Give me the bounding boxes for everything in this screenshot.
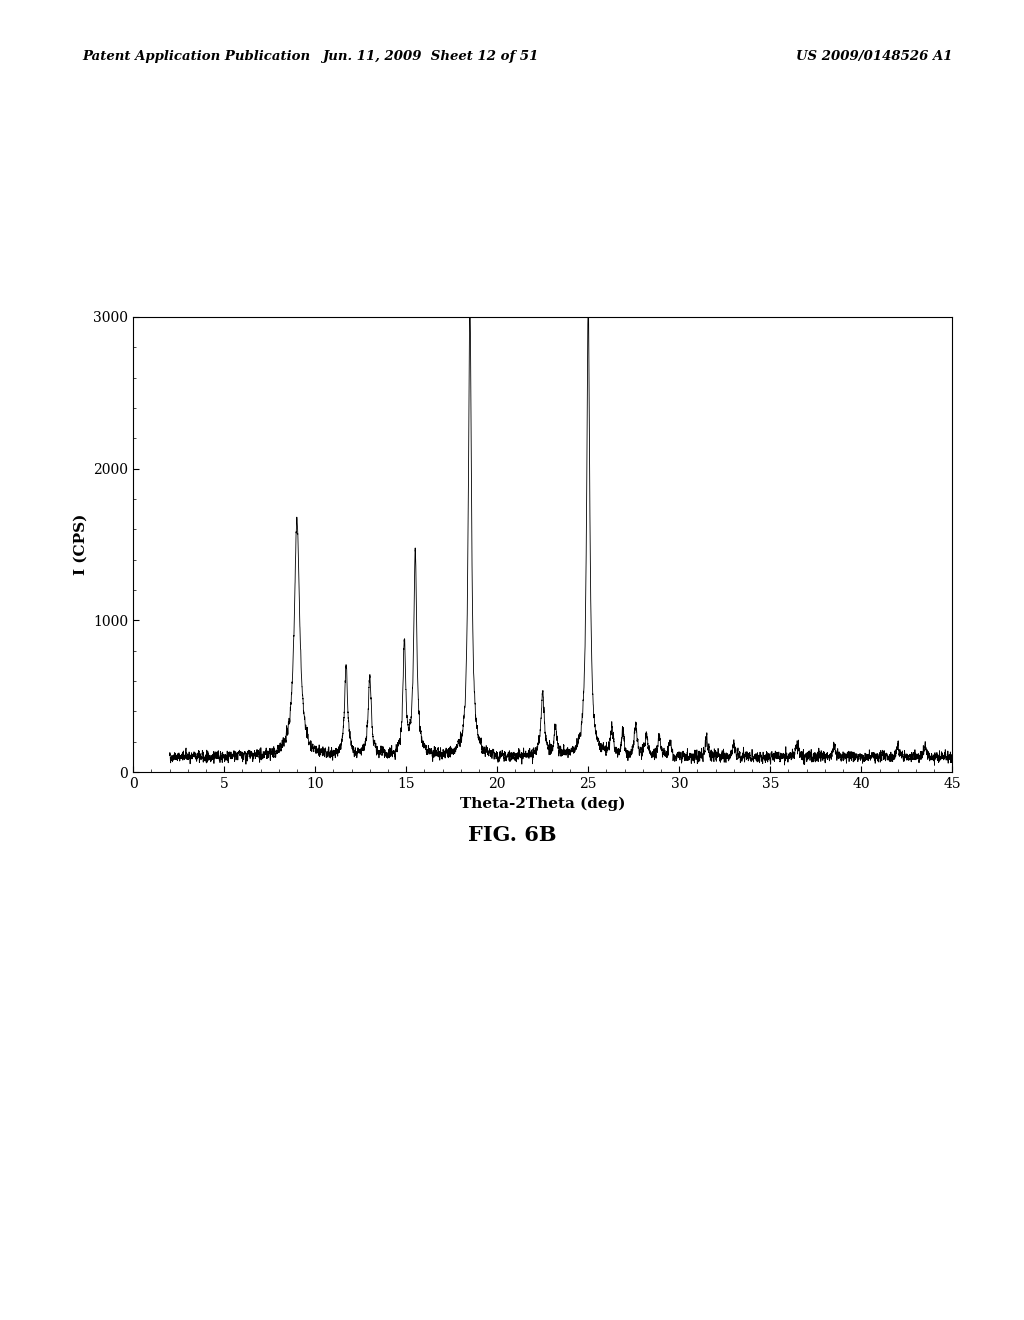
Y-axis label: I (CPS): I (CPS) [74,513,88,576]
X-axis label: Theta-2Theta (deg): Theta-2Theta (deg) [460,796,626,810]
Text: US 2009/0148526 A1: US 2009/0148526 A1 [796,50,952,63]
Text: Patent Application Publication: Patent Application Publication [82,50,310,63]
Text: Jun. 11, 2009  Sheet 12 of 51: Jun. 11, 2009 Sheet 12 of 51 [322,50,539,63]
Text: FIG. 6B: FIG. 6B [468,825,556,845]
